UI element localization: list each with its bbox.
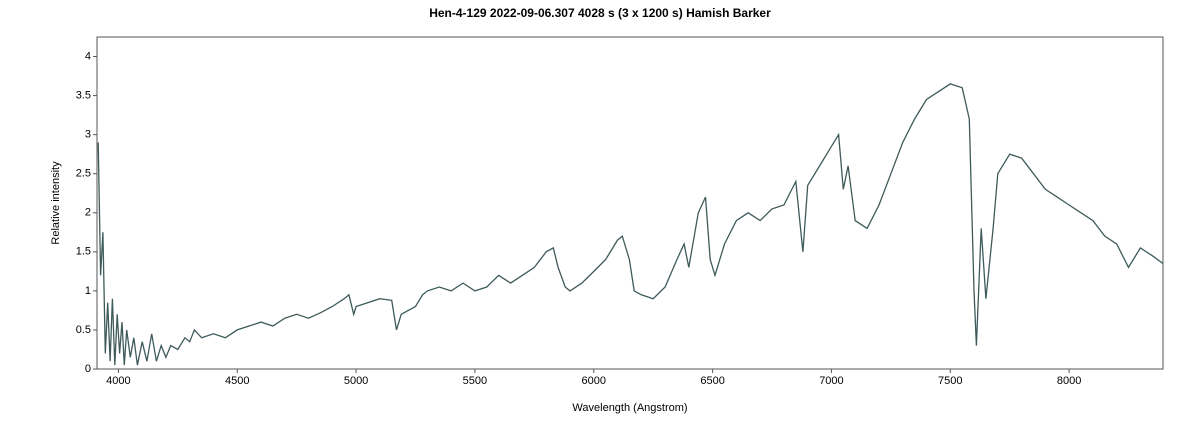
y-tick-label: 3: [85, 129, 91, 141]
x-tick-label: 6000: [582, 375, 606, 387]
y-tick-label: 3.5: [76, 89, 91, 101]
chart-title: Hen-4-129 2022-09-06.307 4028 s (3 x 120…: [429, 6, 771, 20]
spectrum-line: [97, 83, 1164, 366]
x-tick-label: 6500: [700, 375, 724, 387]
y-tick-label: 2.5: [76, 168, 91, 180]
y-tick-label: 4: [85, 50, 91, 62]
x-tick-label: 5500: [463, 375, 487, 387]
x-tick-label: 4000: [106, 375, 130, 387]
x-tick-label: 8000: [1057, 375, 1081, 387]
y-tick-label: 1.5: [76, 246, 91, 258]
x-tick-label: 5000: [344, 375, 368, 387]
y-tick-label: 0: [85, 363, 91, 375]
x-tick-label: 7000: [819, 375, 843, 387]
y-tick-label: 0.5: [76, 324, 91, 336]
x-tick-label: 4500: [225, 375, 249, 387]
y-axis-label: Relative intensity: [50, 161, 62, 245]
y-tick-label: 2: [85, 207, 91, 219]
x-axis-label: Wavelength (Angstrom): [572, 402, 687, 414]
y-tick-label: 1: [85, 285, 91, 297]
x-tick-label: 7500: [938, 375, 962, 387]
plot-frame: [96, 36, 1164, 370]
